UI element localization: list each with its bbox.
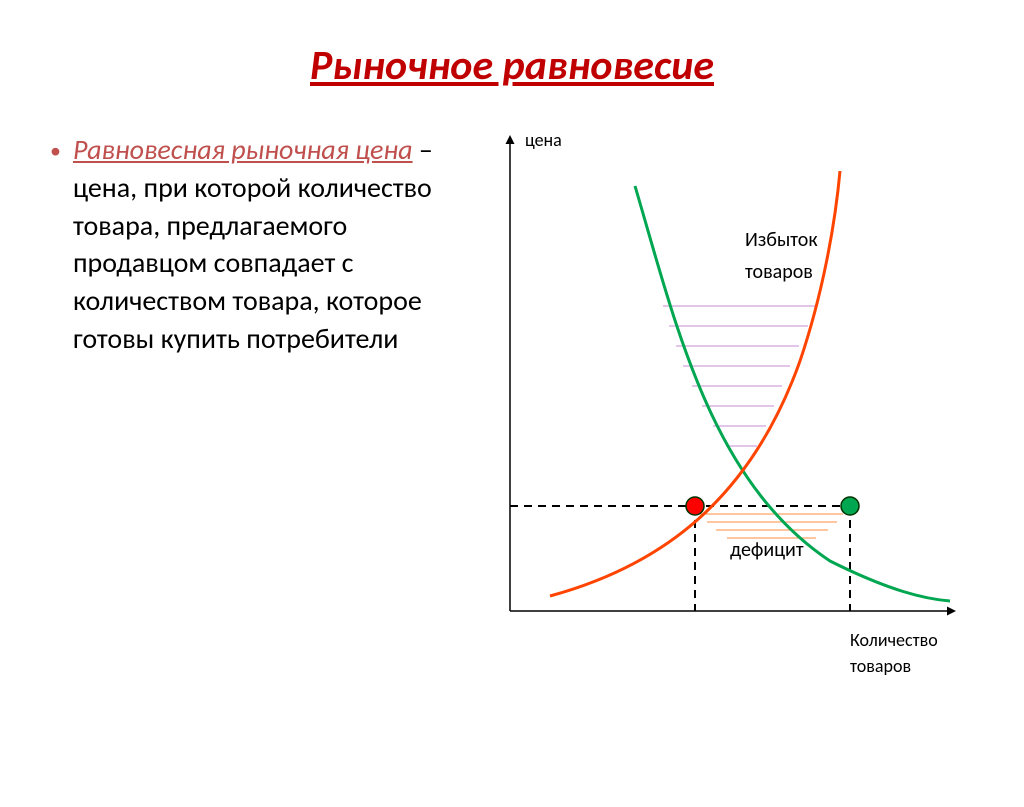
svg-text:Количество: Количество [850, 629, 938, 651]
svg-text:цена: цена [525, 131, 562, 151]
definition-text: Равновесная рыночная цена – цена, при ко… [73, 131, 460, 358]
svg-text:Избыток: Избыток [745, 228, 818, 252]
supply-demand-chart: цена Количество товаров Избыток товаров дефиц… [470, 131, 970, 691]
svg-text:товаров: товаров [745, 260, 813, 284]
svg-text:товаров: товаров [850, 655, 911, 677]
svg-text:дефицит: дефицит [730, 538, 804, 562]
chart-container: цена Количество товаров Избыток товаров дефиц… [470, 131, 1024, 691]
definition-block: • Равновесная рыночная цена – цена, при … [0, 131, 470, 691]
bullet-icon: • [50, 137, 61, 164]
slide-title: Рыночное равновесие [0, 40, 1024, 91]
content-row: • Равновесная рыночная цена – цена, при … [0, 131, 1024, 691]
definition-emphasis: Равновесная рыночная цена [73, 132, 413, 167]
